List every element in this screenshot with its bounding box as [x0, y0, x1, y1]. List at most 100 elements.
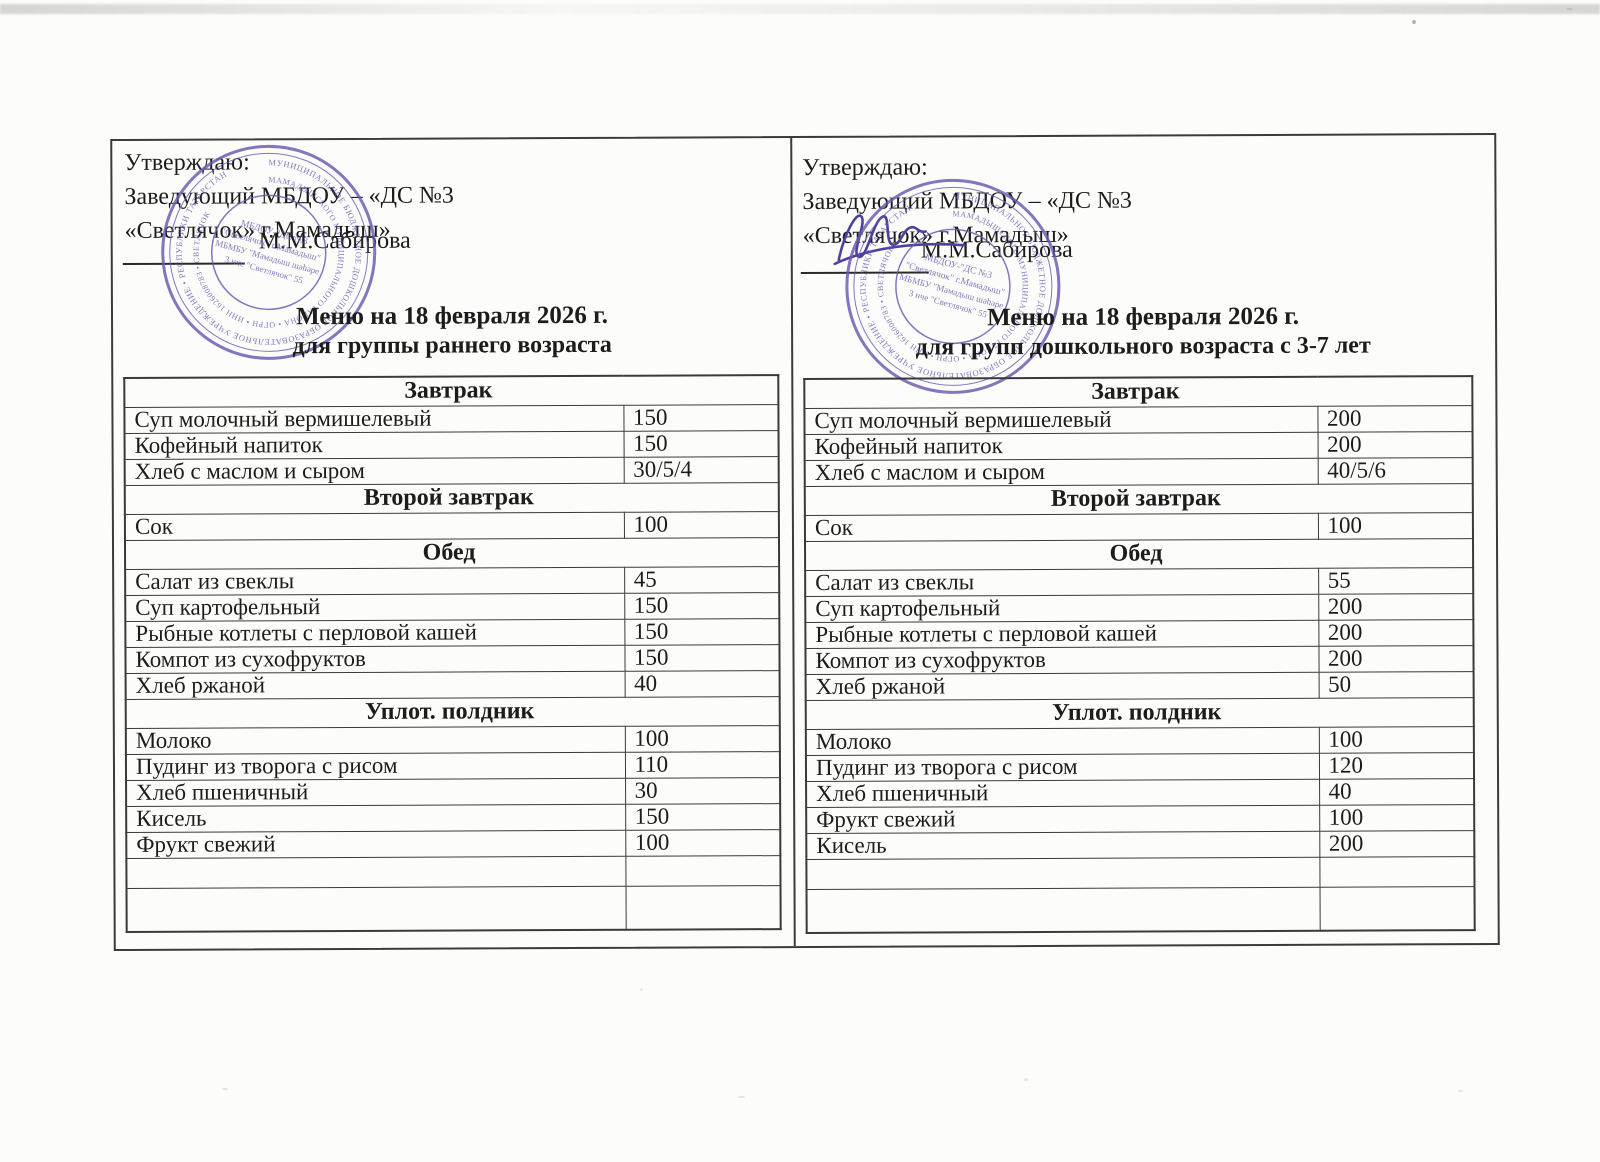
portion-grams-cell: 30: [625, 777, 781, 804]
portion-grams-cell: 150: [623, 430, 779, 457]
menu-sheet-frame: Утверждаю: Заведующий МБДОУ – «ДС №3 «Св…: [110, 132, 1500, 952]
menu-subtitle: для группы раннего возраста: [292, 331, 612, 360]
portion-grams-cell: 40: [624, 670, 780, 697]
dish-row: Фрукт свежий 100: [126, 829, 781, 858]
dish-name-cell: Хлеб с маслом и сыром: [804, 457, 1318, 487]
dish-name-cell: Салат из свеклы: [125, 566, 625, 595]
meal-section-row: Уплот. полдник: [805, 697, 1474, 729]
menu-table-early-age: Завтрак Суп молочный вермишелевый 150 Кофей…: [123, 374, 782, 933]
dish-name-cell: Фрукт свежий: [126, 829, 626, 858]
dish-row: Хлеб пшеничный 40: [806, 778, 1475, 807]
approval-label: Утверждаю:: [802, 154, 928, 182]
dish-name-cell: Компот из сухофруктов: [125, 644, 625, 673]
meal-section-row: Завтрак: [804, 376, 1473, 409]
dish-name-cell: Хлеб с маслом и сыром: [124, 456, 624, 485]
portion-grams-cell: 150: [624, 592, 780, 619]
dish-row: Кисель 150: [126, 803, 781, 832]
dish-name-cell: Суп молочный вермишелевый: [124, 404, 624, 433]
dish-name-cell: Молоко: [805, 726, 1319, 755]
meal-section-header: Второй завтрак: [804, 483, 1473, 516]
portion-grams-cell: 40/5/6: [1317, 457, 1473, 484]
dish-name-cell: Рыбные котлеты с перловой кашей: [805, 619, 1319, 648]
dish-name-cell: Сок: [804, 512, 1318, 541]
empty-row: [126, 855, 781, 888]
portion-grams-cell: 30/5/4: [623, 456, 779, 483]
portion-grams-cell: [625, 885, 781, 930]
menu-table-preschool: Завтрак Суп молочный вермишелевый 200 Кофей…: [803, 375, 1476, 935]
portion-grams-cell: 100: [1317, 512, 1474, 539]
dish-name-cell: Молоко: [125, 725, 625, 754]
dish-row: Хлеб ржаной 40: [125, 670, 780, 699]
portion-grams-cell: 150: [625, 803, 781, 830]
portion-grams-cell: 120: [1318, 752, 1475, 779]
portion-grams-cell: 150: [624, 618, 780, 645]
dish-row: Салат из свеклы 45: [125, 566, 780, 595]
signer-name: М.М.Сабирова: [258, 227, 411, 255]
svg-text:"Светлячок" г.Мамадыш": "Светлячок" г.Мамадыш": [904, 261, 1006, 299]
dish-row: Кофейный напиток 150: [124, 430, 779, 459]
dish-row: Молоко 100: [125, 725, 780, 754]
dish-name-cell: Суп молочный вермишелевый: [804, 405, 1318, 435]
dish-name-cell: Хлеб ржаной: [125, 670, 625, 699]
dish-row: Рыбные котлеты с перловой кашей 200: [805, 619, 1474, 648]
dish-row: Рыбные котлеты с перловой кашей 150: [125, 618, 780, 647]
portion-grams-cell: 40: [1319, 778, 1475, 805]
scan-speck: [1024, 1078, 1028, 1081]
empty-row: [806, 886, 1475, 933]
dish-row: Сок 100: [804, 512, 1474, 541]
dish-name-cell: Компот из сухофруктов: [805, 645, 1319, 674]
approval-org-line: Заведующий МБДОУ – «ДС №3: [802, 187, 1132, 216]
dish-row: Фрукт свежий 100: [806, 804, 1475, 833]
meal-section-header: Уплот. полдник: [805, 697, 1474, 729]
meal-section-row: Обед: [124, 537, 780, 569]
dish-row: Компот из сухофруктов 150: [125, 644, 780, 673]
dish-name-cell: Кисель: [806, 830, 1320, 859]
menu-pane-early-age: Утверждаю: Заведующий МБДОУ – «ДС №3 «Св…: [112, 138, 796, 950]
dish-row: Салат из свеклы 55: [805, 567, 1474, 596]
signer-name: М.М.Сабирова: [920, 236, 1073, 264]
portion-grams-cell: [1319, 886, 1475, 931]
dish-name-cell: Сок: [124, 511, 624, 540]
portion-grams-cell: 200: [1318, 593, 1474, 620]
scan-speck: [640, 988, 643, 991]
portion-grams-cell: 200: [1319, 830, 1475, 857]
meal-section-row: Второй завтрак: [124, 482, 779, 514]
dish-name-cell: [806, 886, 1320, 933]
menu-title: Меню на 18 февраля 2026 г.: [987, 302, 1300, 332]
dish-row: Кисель 200: [806, 830, 1475, 859]
portion-grams-cell: 55: [1318, 567, 1474, 594]
portion-grams-cell: 100: [1319, 804, 1475, 831]
dish-name-cell: Пудинг из творога с рисом: [125, 751, 626, 780]
meal-section-row: Завтрак: [124, 375, 779, 407]
dish-name-cell: Кофейный напиток: [124, 430, 624, 459]
dish-row: Суп картофельный 150: [125, 592, 780, 621]
portion-grams-cell: [625, 855, 781, 886]
approval-label: Утверждаю:: [124, 149, 250, 176]
portion-grams-cell: 110: [624, 751, 781, 778]
menu-pane-preschool: Утверждаю: Заведующий МБДОУ – «ДС №3 «Св…: [792, 135, 1496, 946]
dish-name-cell: Салат из свеклы: [805, 567, 1319, 596]
dish-row: Компот из сухофруктов 200: [805, 645, 1474, 674]
dish-name-cell: Пудинг из творога с рисом: [805, 752, 1320, 781]
dish-name-cell: [126, 855, 626, 888]
dish-row: Хлеб с маслом и сыром 30/5/4: [124, 456, 779, 485]
portion-grams-cell: 100: [625, 829, 781, 856]
portion-grams-cell: 150: [624, 644, 780, 671]
empty-row: [126, 885, 781, 932]
scan-speck: [222, 1088, 228, 1090]
dish-name-cell: Кисель: [126, 803, 626, 832]
dish-row: Пудинг из творога с рисом 110: [125, 751, 781, 780]
meal-section-header: Уплот. полдник: [125, 696, 780, 728]
signature-line: [122, 262, 245, 265]
dish-row: Суп картофельный 200: [805, 593, 1474, 622]
portion-grams-cell: 100: [624, 725, 780, 752]
scan-edge-shadow: [0, 4, 1600, 14]
dish-name-cell: [126, 885, 626, 932]
meal-section-row: Уплот. полдник: [125, 696, 780, 728]
portion-grams-cell: 50: [1318, 671, 1474, 698]
signature-line: [800, 271, 929, 275]
meal-section-header: Второй завтрак: [124, 482, 779, 514]
meal-section-header: Завтрак: [804, 376, 1473, 409]
dish-row: Сок 100: [124, 511, 779, 540]
